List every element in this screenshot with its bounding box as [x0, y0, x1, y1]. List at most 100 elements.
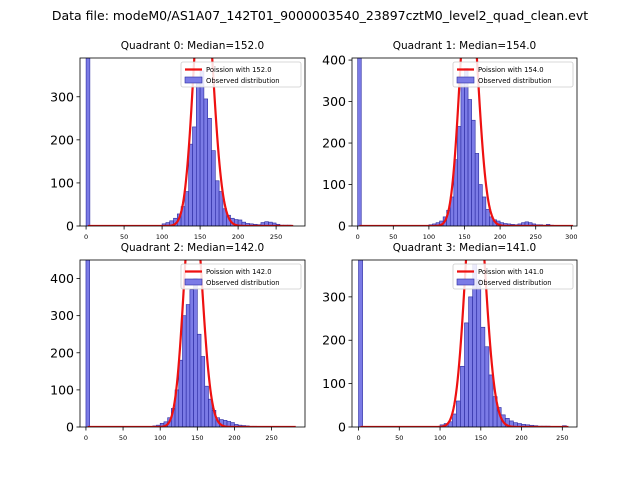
y-tick-label: 100 [322, 376, 346, 391]
x-tick-label: 0 [84, 233, 88, 241]
x-tick-label: 250 [556, 434, 568, 442]
axes-frame [79, 57, 306, 227]
legend-box [180, 61, 302, 88]
legend-label-observed: Observed distribution [206, 77, 280, 85]
legend-box [452, 61, 574, 88]
panel-title: Quadrant 2: Median=142.0 [121, 242, 264, 254]
histogram-bar [464, 322, 469, 427]
y-tick-label: 100 [322, 177, 346, 192]
y-tick-label: 300 [322, 94, 346, 109]
legend: Poission with 154.0 Observed distribution [452, 61, 574, 88]
x-tick-label: 150 [458, 233, 470, 241]
y-tick-label: 100 [50, 175, 74, 190]
histogram-bar [189, 289, 194, 427]
histogram-bar [468, 296, 473, 427]
x-tick-label: 200 [515, 434, 527, 442]
histogram-bar [480, 326, 486, 427]
histogram-bar [200, 356, 206, 427]
x-tick-label: 150 [475, 434, 487, 442]
x-tick-label: 300 [565, 233, 577, 241]
histogram-bar [192, 126, 197, 226]
x-tick-label: 0 [84, 434, 88, 442]
figure-suptitle: Data file: modeM0/AS1A07_142T01_90000035… [52, 8, 588, 23]
legend-label-observed: Observed distribution [478, 77, 552, 85]
y-tick-label: 0 [338, 420, 346, 435]
legend: Poission with 141.0 Observed distribution [452, 263, 574, 290]
histogram-bar [457, 126, 462, 226]
histogram-bar [476, 279, 482, 427]
y-tick-label: 0 [338, 219, 346, 234]
x-tick-label: 0 [356, 434, 360, 442]
x-tick-label: 200 [228, 434, 240, 442]
axes-frame [79, 259, 306, 428]
panel-title: Quadrant 0: Median=152.0 [121, 40, 264, 52]
histogram-bar [488, 374, 494, 427]
histogram-bar [474, 153, 480, 226]
x-tick-label: 150 [191, 434, 203, 442]
x-tick-label: 100 [156, 233, 168, 241]
x-tick-label: 200 [494, 233, 506, 241]
histogram-bar [485, 209, 490, 226]
legend-bar-swatch [456, 76, 475, 84]
y-tick-label: 200 [322, 136, 346, 151]
quadrant-panel-0: 0 50 100 150 200 250 0 100 200 300 Quadrant 0: Med… [50, 40, 306, 241]
legend-box [452, 263, 574, 290]
x-tick-label: 50 [389, 233, 397, 241]
histogram-bar [482, 196, 487, 226]
histogram-bar [193, 278, 198, 427]
x-tick-label: 200 [232, 233, 244, 241]
legend-label-poisson: Poission with 152.0 [206, 66, 272, 74]
histogram-bar [484, 346, 490, 427]
histogram-bar [197, 333, 202, 427]
histogram-bar [358, 260, 363, 427]
poisson-curve [87, 58, 294, 226]
panel-title: Quadrant 3: Median=141.0 [393, 242, 536, 254]
y-tick-label: 300 [50, 89, 74, 104]
histogram-bar [196, 83, 201, 226]
y-tick-label: 0 [66, 420, 74, 435]
y-tick-label: 100 [50, 382, 74, 397]
legend: Poission with 152.0 Observed distribution [180, 61, 302, 88]
legend-box [180, 263, 302, 290]
plot-area [85, 58, 294, 226]
histogram-bar [204, 385, 209, 427]
x-tick-label: 250 [265, 434, 277, 442]
histogram-bar [467, 99, 472, 226]
histogram-bar [184, 191, 189, 226]
y-tick-label: 200 [50, 132, 74, 147]
histogram-bar [85, 58, 91, 226]
x-tick-label: 250 [529, 233, 541, 241]
histogram-bar [211, 150, 216, 226]
legend: Poission with 142.0 Observed distribution [180, 263, 302, 290]
histogram-bar [188, 143, 193, 226]
x-tick-label: 50 [120, 233, 128, 241]
x-tick-label: 250 [270, 233, 282, 241]
quadrant-panel-1: 0 50 100 150 200 250 300 0 100 200 300 400 Quadrant … [322, 40, 577, 241]
y-tick-label: 400 [322, 53, 346, 68]
legend-label-observed: Observed distribution [478, 279, 552, 287]
y-tick-label: 200 [322, 333, 346, 348]
quadrant-panel-2: 0 50 100 150 200 250 0 100 200 300 400 Quadrant 2: … [50, 242, 306, 442]
x-tick-label: 50 [119, 434, 127, 442]
histogram-bar [182, 315, 187, 427]
histogram-bar [478, 184, 483, 226]
x-tick-label: 100 [154, 434, 166, 442]
histogram-bar [203, 98, 209, 226]
histogram-bar [207, 118, 212, 226]
axes-frame [351, 259, 578, 428]
legend-label-poisson: Poission with 142.0 [206, 268, 272, 276]
x-tick-label: 100 [423, 233, 435, 241]
histogram-bar [451, 413, 457, 427]
histogram-bar [199, 70, 205, 226]
y-tick-label: 200 [50, 345, 74, 360]
legend-label-observed: Observed distribution [206, 279, 280, 287]
histogram-bar [357, 58, 362, 226]
quadrant-panel-3: 0 50 100 150 200 250 0 100 200 300 Quadrant 3: Med… [322, 242, 578, 442]
x-tick-label: 0 [356, 233, 360, 241]
legend-label-poisson: Poission with 141.0 [478, 268, 544, 276]
histogram-bar [185, 304, 191, 427]
histogram-bar [471, 119, 476, 226]
legend-label-poisson: Poission with 154.0 [478, 66, 544, 74]
plot-area [85, 260, 296, 427]
legend-bar-swatch [184, 76, 203, 84]
